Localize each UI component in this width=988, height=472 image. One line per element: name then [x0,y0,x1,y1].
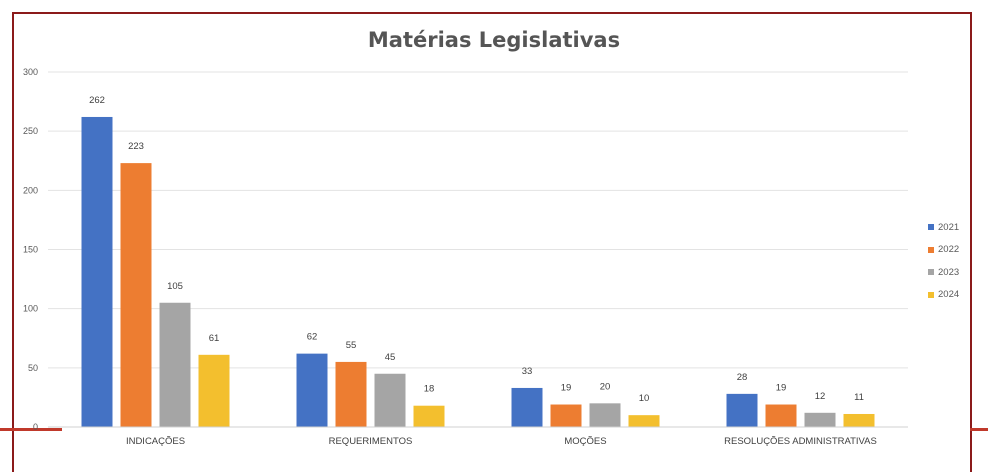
legend-item: 2024 [928,284,959,307]
legend-item: 2022 [928,239,959,262]
data-label: 55 [346,340,357,351]
bar-2022 [335,361,367,427]
y-tick-label: 300 [23,67,38,77]
bar-2021 [726,393,758,427]
bar-chart: 0 50 100 150 200 250 300 262 223 105 61 INDICAÇÕES 6… [23,67,908,447]
data-label: 28 [737,372,748,383]
decorative-red-line [970,428,988,431]
data-label: 11 [854,392,864,403]
legend-item: 2021 [928,216,959,239]
data-label: 20 [600,381,611,392]
legend-label: 2024 [938,289,960,301]
x-category-label: RESOLUÇÕES ADMINISTRATIVAS [724,436,877,447]
bar-2023 [804,412,836,427]
bar-2022 [120,163,152,427]
x-category-label: INDICAÇÕES [126,436,185,447]
legend-label: 2021 [938,221,960,233]
data-label: 18 [424,384,435,395]
data-label: 10 [639,393,650,404]
bar-2023 [589,403,621,427]
decorative-red-line [0,428,62,431]
y-tick-label: 0 [33,422,38,432]
bar-2023 [159,302,191,427]
data-label: 223 [128,141,144,152]
data-label: 262 [89,95,105,106]
bar-2024 [628,415,660,427]
data-label: 105 [167,281,183,292]
bar-2024 [198,354,230,427]
bar-2021 [511,387,543,427]
bar-2024 [843,413,875,427]
chart-title: Matérias Legislativas [367,28,621,52]
legend-swatch [928,269,934,276]
legend-label: 2023 [938,266,960,278]
bar-2024 [413,405,445,427]
legend-swatch [928,291,934,298]
data-label: 12 [815,391,826,402]
y-tick-label: 200 [23,185,38,195]
chart-legend: 2021 2022 2023 2024 [928,216,959,306]
x-category-label: REQUERIMENTOS [329,436,413,447]
bar-2022 [550,404,582,427]
bar-2022 [765,404,797,427]
y-tick-label: 100 [23,304,38,314]
data-label: 33 [522,366,533,377]
y-tick-label: 250 [23,126,38,136]
y-tick-label: 150 [23,245,38,255]
legend-swatch [928,246,934,253]
x-category-label: MOÇÕES [564,436,606,447]
y-tick-label: 50 [28,363,38,373]
data-label: 19 [776,383,787,394]
data-label: 45 [385,352,396,363]
data-label: 61 [209,333,220,344]
bar-2023 [374,373,406,427]
chart-frame [12,12,972,472]
bar-2021 [81,116,113,427]
legend-item: 2023 [928,261,959,284]
data-label: 62 [307,332,318,343]
data-label: 19 [561,383,572,394]
bar-2021 [296,353,328,427]
legend-label: 2022 [938,244,960,256]
legend-swatch [928,224,934,231]
